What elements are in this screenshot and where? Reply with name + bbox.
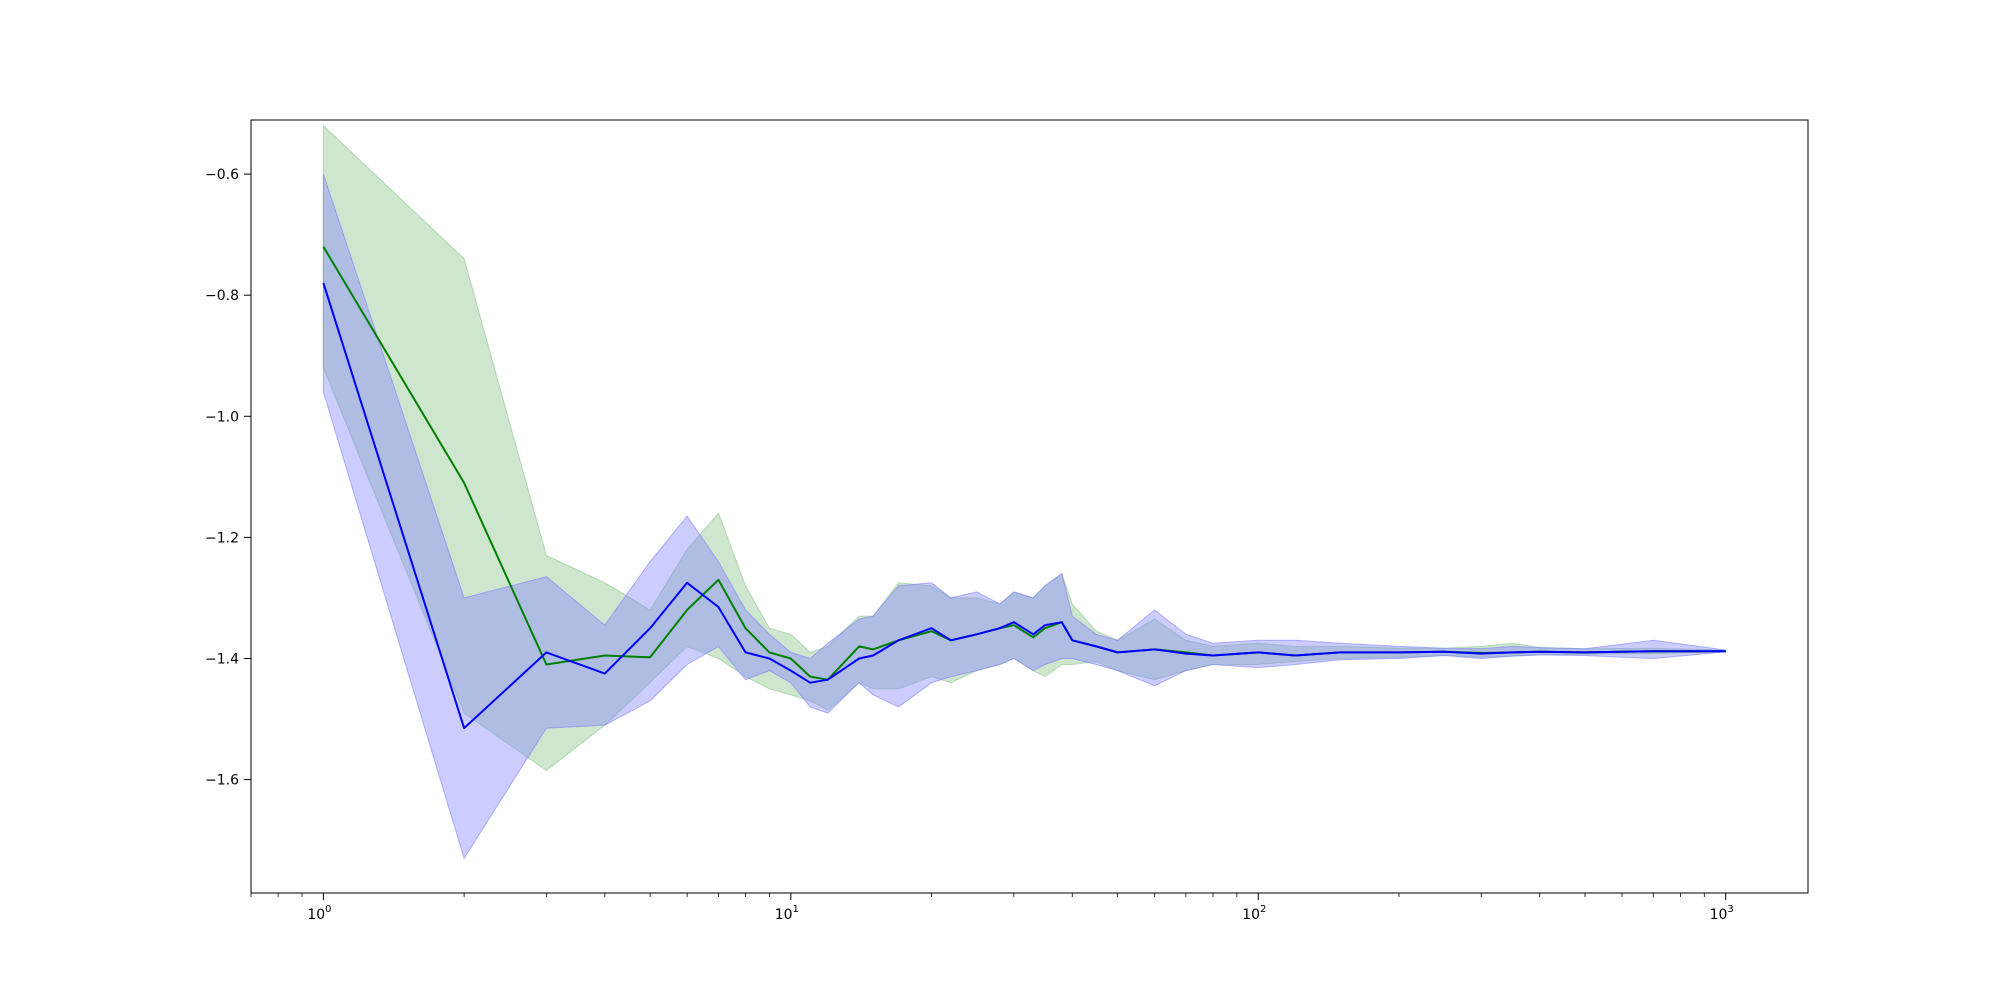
x-tick-base: 10	[1710, 907, 1728, 923]
x-tick-exponent: 0	[325, 904, 331, 915]
y-tick-label: −1.6	[205, 773, 239, 789]
y-tick-label: −1.2	[205, 530, 239, 546]
x-tick-label: 103	[1710, 904, 1734, 923]
x-tick-base: 10	[775, 907, 793, 923]
plot-frame	[250, 119, 1809, 894]
x-axis-ticks: 100 101 102 103	[250, 893, 1734, 923]
x-tick-exponent: 3	[1727, 904, 1733, 915]
x-tick-exponent: 1	[793, 904, 799, 915]
x-tick-base: 10	[1242, 907, 1260, 923]
series-2-line	[322, 282, 1726, 730]
x-tick-base: 10	[307, 907, 325, 923]
y-tick-label: −1.4	[205, 651, 239, 667]
x-tick-label: 100	[307, 904, 331, 923]
y-tick-label: −1.0	[205, 409, 239, 425]
y-axis-ticks: −0.6 −0.8 −1.0 −1.2 −1.4 −1.6	[205, 167, 251, 789]
x-tick-label: 101	[775, 904, 799, 923]
y-tick-label: −0.8	[205, 288, 239, 304]
series-lines	[322, 246, 1726, 730]
x-tick-label: 102	[1242, 904, 1266, 923]
x-tick-exponent: 2	[1260, 904, 1266, 915]
y-tick-label: −0.6	[205, 167, 239, 183]
confidence-bands	[322, 124, 1727, 860]
